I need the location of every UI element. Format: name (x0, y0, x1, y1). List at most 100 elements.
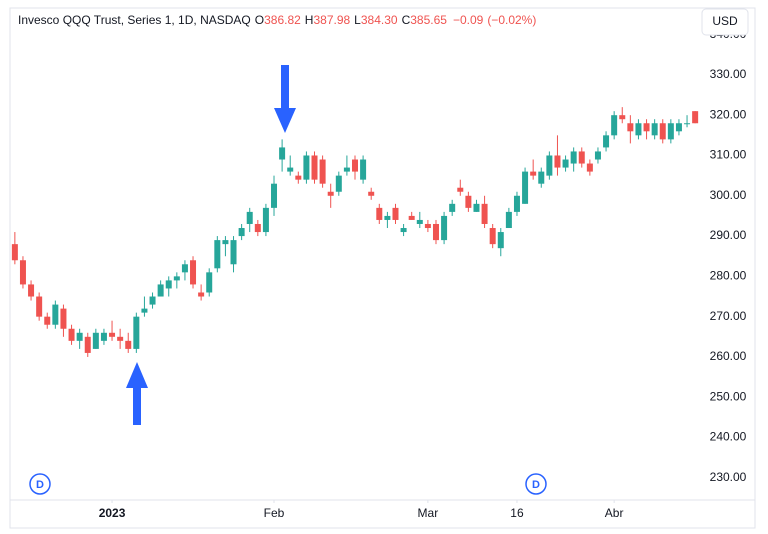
candle-body (246, 211, 253, 224)
x-tick-label: Feb (264, 506, 285, 520)
candle-body (238, 228, 245, 237)
header: Invesco QQQ Trust, Series 1, 1D, NASDAQ O… (18, 13, 536, 27)
arrow-up (126, 362, 148, 425)
y-tick-label: 330.00 (710, 67, 747, 81)
candle-body (36, 296, 43, 317)
candle-body (44, 316, 51, 325)
candle-body (651, 123, 658, 136)
candle-body (505, 211, 512, 229)
candle-body (149, 296, 156, 305)
candle-body (117, 336, 124, 341)
candle-body (319, 159, 326, 184)
candle-body (611, 115, 618, 136)
candle-body (157, 284, 164, 297)
candle-body (343, 167, 350, 172)
marker-circle (525, 473, 547, 495)
candle-body (173, 276, 180, 281)
header-bg (12, 10, 602, 32)
candle-body (530, 171, 537, 176)
y-tick-label: 310.00 (710, 148, 747, 162)
candle-body (327, 191, 334, 196)
candle-body (181, 264, 188, 273)
candle-body (619, 115, 626, 120)
candle-body (457, 187, 464, 192)
candle-body (100, 332, 107, 341)
candle-body (408, 215, 415, 220)
plot-area: 230.00 240.00 250.00 260.00 270.00 280.00 290.… (11, 27, 747, 520)
candle-body (522, 171, 529, 204)
candle-body (68, 328, 75, 341)
candle-body (570, 151, 577, 164)
candle-body (603, 135, 610, 148)
y-tick-label: 290.00 (710, 228, 747, 242)
y-tick-label: 230.00 (710, 470, 747, 484)
low-label: L (354, 13, 361, 27)
candle-body (465, 195, 472, 208)
candle-body (432, 223, 439, 241)
candle-body (109, 332, 116, 337)
candle-body (279, 147, 286, 160)
open-label: O (255, 13, 264, 27)
candle-body (311, 155, 318, 180)
candle-body (262, 207, 269, 233)
close-label: C (402, 13, 411, 27)
candle-body (497, 232, 504, 249)
candle-body (76, 332, 83, 341)
low-value: 384.30 (361, 13, 398, 27)
candle-body (141, 308, 148, 313)
candle-body (60, 308, 67, 329)
candle-body (133, 316, 140, 349)
x-tick-label: Mar (418, 506, 439, 520)
candle-body (19, 260, 26, 285)
symbol: Invesco QQQ Trust, Series 1, 1D, NASDAQ (18, 13, 251, 27)
candle-body (643, 123, 650, 132)
candle-body (554, 155, 561, 168)
currency-button[interactable]: USD (701, 8, 749, 36)
candle-body (481, 203, 488, 224)
high-label: H (305, 13, 314, 27)
candle-body (303, 155, 310, 180)
candle-body (11, 244, 18, 261)
candle-body (594, 151, 601, 160)
y-tick-label: 280.00 (710, 269, 747, 283)
candle-body (424, 223, 431, 229)
y-tick-label: 250.00 (710, 389, 747, 403)
currency-button-bg[interactable] (701, 8, 749, 36)
candle-body (222, 240, 229, 245)
change: −0.09 (453, 13, 484, 27)
y-tick-label: 300.00 (710, 188, 747, 202)
close-value: 385.65 (410, 13, 447, 27)
candle-body (230, 240, 237, 265)
candle-body (384, 215, 391, 220)
candle-body (165, 280, 172, 289)
marker-label: D (36, 479, 44, 491)
x-tick-label: 2023 (99, 506, 126, 520)
candle-body (392, 207, 399, 220)
candle-body (441, 215, 448, 241)
candle-body (627, 123, 634, 132)
arrow-down (274, 65, 296, 133)
candle-body (52, 304, 59, 325)
candle-body (400, 228, 407, 233)
candle-body (635, 123, 642, 136)
currency-label[interactable]: USD (712, 14, 738, 28)
candle-body (198, 292, 205, 297)
marker-label: D (532, 479, 540, 491)
candle-body (190, 260, 197, 285)
candle-body (125, 340, 132, 349)
x-tick-label: 16 (510, 506, 524, 520)
candle-body (287, 167, 294, 172)
candle-body (254, 223, 261, 233)
marker-circle (29, 473, 51, 495)
dividend-marker: D (525, 473, 547, 495)
candle-body (360, 159, 367, 180)
candle-body (84, 336, 91, 353)
candle-body (92, 332, 99, 349)
y-tick-label: 240.00 (710, 430, 747, 444)
candle-body (513, 195, 520, 212)
change-pct: (−0.02%) (487, 13, 536, 27)
candle-body (271, 183, 278, 208)
y-tick-label: 270.00 (710, 309, 747, 323)
candle-body (546, 155, 553, 176)
